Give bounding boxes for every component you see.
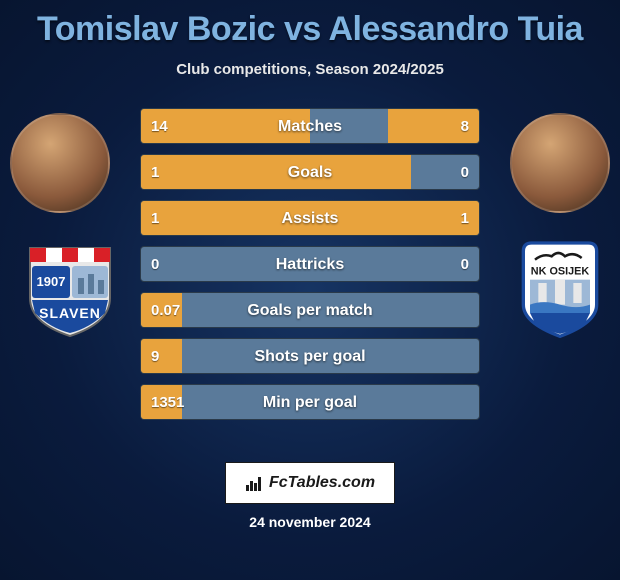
stat-row: 1351Min per goal — [140, 384, 480, 420]
stat-row: 11Assists — [140, 200, 480, 236]
player-avatar-left — [10, 113, 110, 213]
fctables-logo: FcTables.com — [225, 462, 395, 504]
stat-row: 148Matches — [140, 108, 480, 144]
club-badge-left: 1907 SLAVEN — [20, 238, 120, 338]
stat-row: 10Goals — [140, 154, 480, 190]
logo-text: FcTables.com — [269, 474, 375, 492]
stat-row: 00Hattricks — [140, 246, 480, 282]
svg-text:SLAVEN: SLAVEN — [39, 305, 101, 321]
stat-label: Shots per goal — [141, 339, 479, 374]
player-avatar-right — [510, 113, 610, 213]
slaven-badge-icon: 1907 SLAVEN — [20, 238, 120, 338]
stat-label: Goals — [141, 155, 479, 190]
stat-label: Hattricks — [141, 247, 479, 282]
club-badge-right: NK OSIJEK — [510, 238, 610, 338]
comparison-date: 24 november 2024 — [0, 514, 620, 530]
stat-label: Assists — [141, 201, 479, 236]
stat-label: Matches — [141, 109, 479, 144]
stat-rows: 148Matches 10Goals 11Assists 00Hattricks 0.0… — [140, 108, 480, 430]
osijek-badge-icon: NK OSIJEK — [510, 238, 610, 338]
stat-row: 0.07Goals per match — [140, 292, 480, 328]
svg-text:1907: 1907 — [37, 274, 66, 289]
stat-label: Min per goal — [141, 385, 479, 420]
svg-text:NK OSIJEK: NK OSIJEK — [531, 266, 590, 278]
comparison-title: Tomislav Bozic vs Alessandro Tuia — [0, 0, 620, 49]
comparison-subtitle: Club competitions, Season 2024/2025 — [0, 61, 620, 78]
stat-label: Goals per match — [141, 293, 479, 328]
chart-bars-icon — [245, 473, 265, 493]
stat-row: 9Shots per goal — [140, 338, 480, 374]
comparison-main: 1907 SLAVEN NK OSIJEK 148Matches10Goals1… — [0, 108, 620, 448]
